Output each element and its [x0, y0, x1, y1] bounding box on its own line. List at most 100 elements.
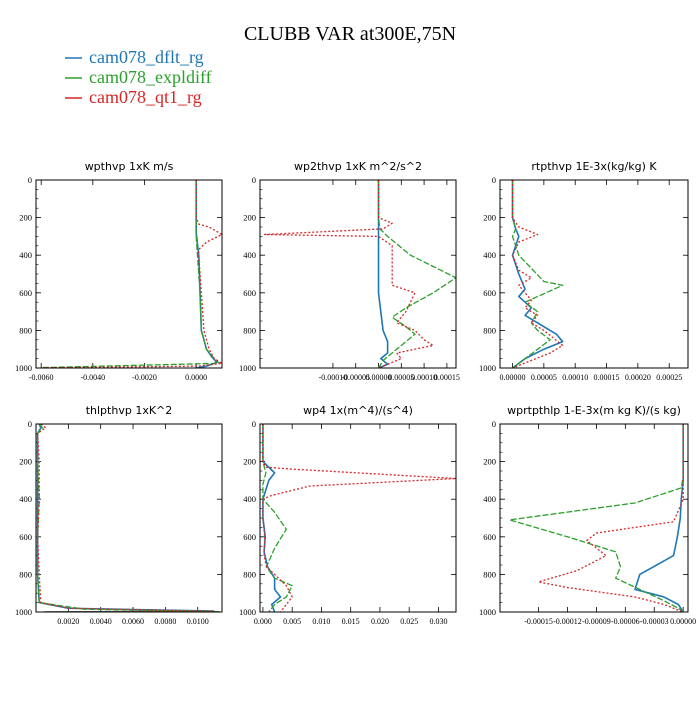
series-line-cam078_expldiff — [511, 180, 564, 368]
subplot-frame — [499, 179, 689, 369]
y-tick-label: 0 — [492, 175, 496, 185]
series-line-cam078_dflt_rg — [377, 180, 389, 368]
y-tick-label: 1000 — [239, 363, 256, 373]
subplot-series — [508, 424, 684, 612]
y-tick-label: 600 — [243, 532, 256, 542]
subplot-title: wpthvp 1xK m/s — [85, 160, 174, 173]
x-tick-label: 0.0100 — [187, 617, 209, 626]
x-tick-label: 0.00000 — [366, 373, 392, 382]
y-tick-label: 400 — [19, 494, 32, 504]
y-tick-label: 600 — [483, 532, 496, 542]
x-tick-label: 0.030 — [429, 617, 447, 626]
subplot-title: wp4 1x(m^4)/(s^4) — [303, 404, 413, 417]
x-tick-label: -0.00006 — [611, 617, 640, 626]
subplot-series — [511, 180, 564, 368]
y-tick-label: 800 — [243, 325, 256, 335]
y-tick-label: 1000 — [479, 363, 496, 373]
series-line-cam078_qt1_rg — [41, 180, 222, 368]
x-tick-label: 0.015 — [342, 617, 360, 626]
y-tick-label: 800 — [19, 569, 32, 579]
legend-item-dflt: cam078_dflt_rg — [65, 47, 204, 67]
y-tick-label: 400 — [483, 494, 496, 504]
series-line-cam078_expldiff — [508, 424, 684, 612]
y-tick-label: 1000 — [239, 607, 256, 617]
subplot-title: thlpthvp 1xK^2 — [86, 404, 173, 417]
series-line-cam078_expldiff — [377, 180, 456, 368]
series-line-cam078_dflt_rg — [36, 424, 215, 612]
series-line-cam078_qt1_rg — [511, 180, 564, 368]
subplot-frame — [259, 423, 457, 613]
subplot-title: rtpthvp 1E-3x(kg/kg) K — [531, 160, 657, 173]
y-tick-label: 200 — [19, 213, 32, 223]
subplot-frame — [259, 179, 457, 369]
x-tick-label: 0.0040 — [90, 617, 112, 626]
x-tick-label: 0.005 — [283, 617, 301, 626]
x-tick-label: -0.00010 — [319, 373, 348, 382]
subplot-4: thlpthvp 1xK^2 0 200 400 600 800 1000 0.0020 0.0… — [15, 404, 223, 626]
series-line-cam078_qt1_rg — [262, 424, 456, 612]
x-tick-label: -0.00003 — [640, 617, 669, 626]
y-tick-label: 200 — [19, 457, 32, 467]
y-tick-label: 0 — [28, 419, 32, 429]
x-tick-label: 0.0080 — [154, 617, 176, 626]
x-tick-label: 0.00005 — [388, 373, 414, 382]
x-tick-label: -0.00005 — [341, 373, 370, 382]
x-tick-label: 0.0060 — [122, 617, 144, 626]
y-tick-label: 200 — [483, 213, 496, 223]
x-tick-label: 0.00000 — [670, 617, 696, 626]
legend: cam078_dflt_rg cam078_expldiff cam078_qt… — [65, 47, 212, 107]
y-tick-label: 400 — [483, 250, 496, 260]
subplot-3: rtpthvp 1E-3x(kg/kg) K 0 200 400 600 800 1000 0… — [479, 160, 689, 382]
x-tick-label: 0.00005 — [531, 373, 557, 382]
x-tick-label: 0.00015 — [434, 373, 460, 382]
subplot-series — [36, 424, 220, 612]
y-tick-label: 400 — [19, 250, 32, 260]
y-tick-label: 0 — [252, 175, 256, 185]
figure-title: CLUBB VAR at300E,75N — [244, 23, 456, 45]
legend-item-expldiff: cam078_expldiff — [65, 67, 212, 87]
series-line-cam078_expldiff — [41, 180, 221, 368]
legend-label-expldiff: cam078_expldiff — [89, 67, 212, 87]
x-tick-label: 0.00025 — [656, 373, 682, 382]
y-tick-label: 1000 — [479, 607, 496, 617]
y-tick-label: 400 — [243, 494, 256, 504]
subplot-series — [41, 180, 222, 368]
x-tick-label: 0.00010 — [411, 373, 437, 382]
x-tick-label: -0.0040 — [80, 373, 105, 382]
series-line-cam078_dflt_rg — [262, 424, 282, 612]
subplot-frame — [499, 423, 689, 613]
y-tick-label: 0 — [252, 419, 256, 429]
y-tick-label: 600 — [483, 288, 496, 298]
y-tick-label: 400 — [243, 250, 256, 260]
series-line-cam078_qt1_rg — [537, 424, 684, 612]
x-tick-label: 0.00000 — [500, 373, 526, 382]
subplot-frame — [35, 423, 223, 613]
subplot-title: wprtpthlp 1-E-3x(m kg K)/(s kg) — [507, 404, 681, 417]
subplot-frame — [35, 179, 223, 369]
subplot-6: wprtpthlp 1-E-3x(m kg K)/(s kg) 0 200 400 60… — [479, 404, 696, 626]
x-tick-label: -0.0020 — [132, 373, 157, 382]
y-tick-label: 800 — [483, 325, 496, 335]
x-tick-label: -0.0060 — [29, 373, 54, 382]
y-tick-label: 200 — [483, 457, 496, 467]
x-tick-label: 0.00010 — [562, 373, 588, 382]
y-tick-label: 600 — [19, 532, 32, 542]
subplot-title: wp2thvp 1xK m^2/s^2 — [294, 160, 422, 173]
x-tick-label: -0.00009 — [582, 617, 611, 626]
x-tick-label: -0.00015 — [524, 617, 553, 626]
y-tick-label: 1000 — [15, 607, 32, 617]
series-line-cam078_dflt_rg — [511, 180, 564, 368]
x-tick-label: 0.000 — [254, 617, 272, 626]
subplot-1: wpthvp 1xK m/s 0 200 400 600 800 1000-0.0060 -0… — [15, 160, 223, 382]
subplot-series — [262, 424, 456, 612]
series-line-cam078_qt1_rg — [263, 180, 434, 368]
y-tick-label: 1000 — [15, 363, 32, 373]
series-line-cam078_expldiff — [262, 424, 293, 612]
series-line-cam078_expldiff — [36, 424, 220, 612]
y-tick-label: 600 — [243, 288, 256, 298]
y-tick-label: 800 — [483, 569, 496, 579]
y-tick-label: 0 — [492, 419, 496, 429]
